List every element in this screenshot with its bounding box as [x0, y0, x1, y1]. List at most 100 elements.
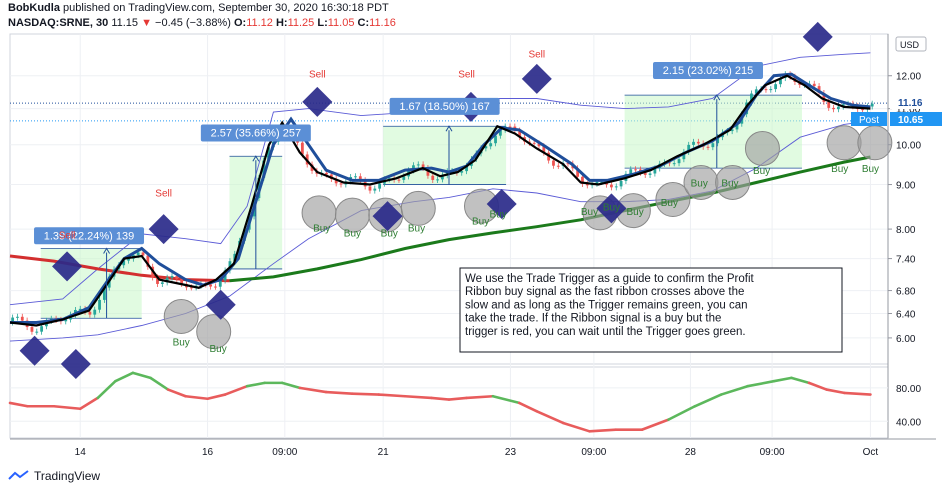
move-label-box [34, 227, 145, 245]
time-axis[interactable]: 14 16 09:00 21 23 09:00 28 09:00 Oct [75, 447, 879, 458]
osc-segment [324, 390, 354, 396]
osc-segment [588, 428, 618, 433]
candle-body [35, 331, 39, 333]
signal-circle [196, 314, 232, 350]
annotation-line: We use the Trade Trigger as a guide to c… [465, 273, 755, 285]
candle-body [870, 103, 874, 107]
signal-circle [857, 125, 893, 161]
last-price-badge [890, 95, 942, 109]
candle-body [735, 123, 739, 130]
candle-body [489, 143, 493, 147]
price-tick-label: 9.00 [896, 181, 916, 192]
osc-segment [131, 371, 152, 380]
candle-body [682, 151, 686, 160]
high-label: H: [275, 17, 288, 29]
close-value: 11.16 [369, 17, 396, 29]
signal-diamond [148, 214, 179, 245]
candle-body [262, 160, 266, 178]
buy-label: Buy [472, 216, 489, 227]
osc-pane-frame [9, 366, 889, 439]
osc-segment [561, 421, 591, 433]
candle-body [358, 176, 362, 181]
osc-segment [790, 376, 811, 385]
candle-body [556, 165, 560, 167]
candle-body [585, 183, 589, 186]
buy-label: Buy [831, 164, 848, 175]
sell-label: Sell [458, 69, 475, 80]
post-badge [851, 112, 887, 126]
signal-diamond [52, 251, 83, 282]
signal-diamond [302, 86, 333, 117]
candle-body [165, 277, 169, 283]
candle-body [861, 109, 864, 111]
candle-body [532, 142, 536, 144]
symbol-line: NASDAQ:SRNE, 30 11.15 ▼ −0.45 (−3.88%) O… [8, 17, 396, 29]
oscillator-pane: 80.00 40.00 [8, 371, 921, 433]
price-tick-label: 7.40 [896, 255, 916, 266]
candle-body [189, 287, 193, 289]
candle-body [832, 107, 835, 110]
candle-body [426, 167, 430, 176]
buy-label: Buy [209, 344, 226, 355]
candle-body [378, 183, 382, 189]
candle-body [160, 282, 164, 284]
candle-body [629, 169, 633, 174]
candle-body [436, 179, 439, 181]
tradingview-brand[interactable]: TradingView [8, 469, 100, 483]
buy-label: Buy [173, 338, 190, 349]
price-tick-label: 6.80 [896, 287, 916, 298]
osc-segment [403, 394, 433, 400]
candle-body [750, 93, 753, 103]
buy-label: Buy [344, 228, 361, 239]
candle-body [397, 179, 401, 181]
price-axis[interactable]: 12.00 11.00 10.00 9.00 8.00 7.40 6.80 6.40 6.00 U… [851, 34, 942, 438]
candle-body [441, 175, 444, 180]
candle-body [339, 183, 343, 185]
buy-label: Buy [753, 166, 770, 177]
publish-info: published on TradingView.com, September … [63, 2, 389, 14]
sell-label: Sell [528, 49, 545, 60]
down-arrow-icon: ▼ [141, 17, 152, 29]
candle-body [267, 147, 270, 161]
candle-body [354, 176, 357, 178]
currency-badge [895, 36, 927, 52]
candle-body [141, 252, 145, 256]
high-value: 11.25 [287, 17, 315, 29]
candle-body [600, 181, 604, 183]
price-tick-label: 8.00 [896, 225, 916, 236]
text-labels: 1.39 (22.24%) 139 2.57 (35.66%) 257 1.67 (… [34, 49, 879, 355]
candle-body [431, 175, 435, 180]
sell-label: Sell [59, 231, 76, 242]
candle-body [581, 176, 584, 184]
move-label-text: 1.67 (18.50%) 167 [399, 101, 490, 113]
move-arrow-head [103, 247, 111, 254]
candle-body [576, 168, 580, 177]
osc-segment [78, 396, 100, 411]
osc-tick-label: 80.00 [896, 384, 921, 395]
osc-segment [52, 404, 82, 411]
currency-label: USD [900, 40, 920, 50]
time-tick-label: 16 [202, 447, 214, 458]
candle-body [566, 163, 570, 165]
osc-segment [298, 386, 328, 394]
candle-body [692, 141, 695, 145]
osc-segment [280, 381, 302, 390]
candle-body [643, 172, 647, 175]
move-label-text: 1.39 (22.24%) 139 [44, 230, 135, 242]
price-tick-label: 6.00 [896, 334, 916, 345]
slow-line-green [229, 155, 871, 283]
candle-body [214, 286, 217, 288]
buy-label: Buy [661, 198, 678, 209]
signal-diamond [521, 63, 552, 94]
candle-body [465, 165, 468, 172]
price-chart[interactable]: 1.39 (22.24%) 139 2.57 (35.66%) 257 1.67 (… [0, 0, 946, 466]
candle-body [445, 171, 449, 176]
osc-segment [351, 392, 381, 396]
last-price: 11.15 [111, 17, 139, 29]
candle-body [64, 319, 68, 322]
move-arrow-head [445, 125, 453, 132]
candle-body [412, 165, 415, 171]
candle-body [672, 163, 676, 165]
candle-body [325, 172, 328, 175]
time-tick-label: 09:00 [760, 447, 785, 458]
